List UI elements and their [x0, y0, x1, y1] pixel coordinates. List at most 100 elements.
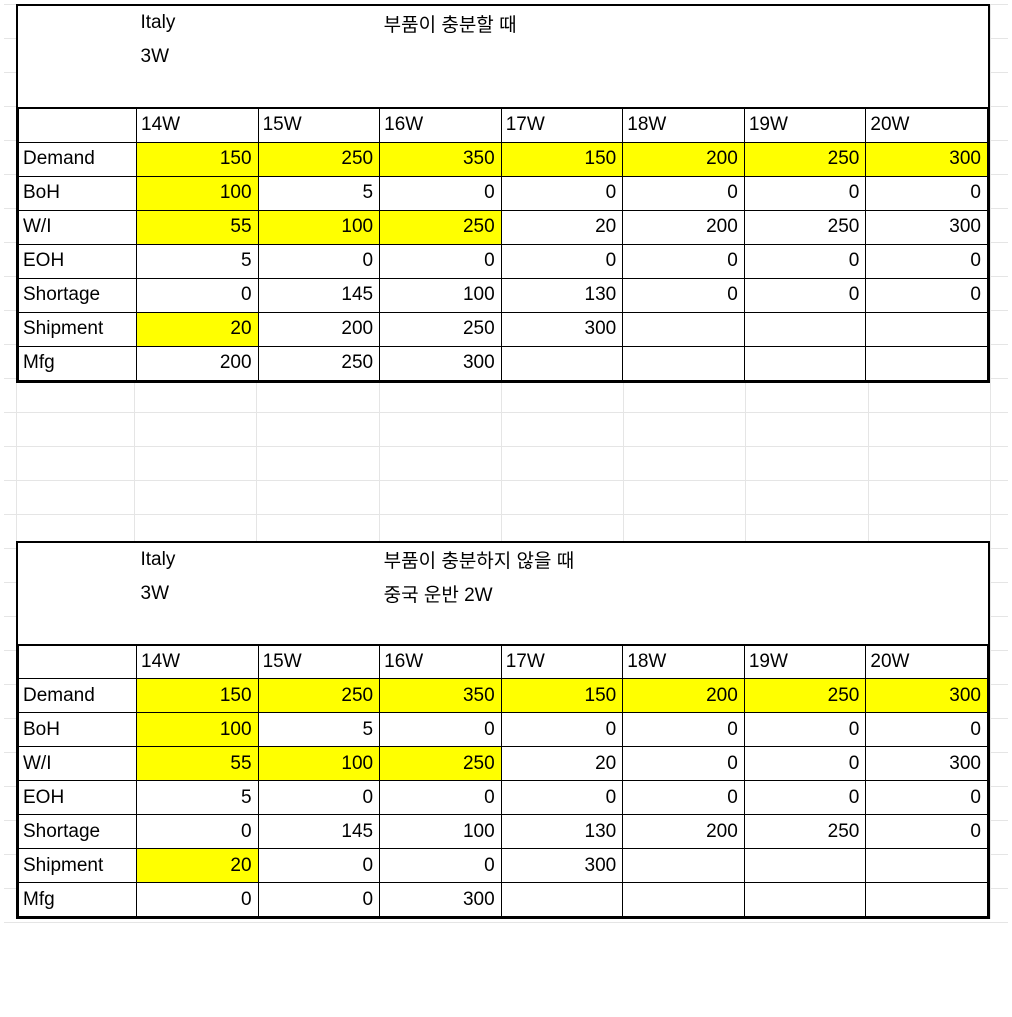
table-row: W/I551002502000300 [19, 747, 988, 781]
col-header-blank [19, 108, 137, 142]
header-title-2: 중국 운반 2W [380, 577, 988, 611]
row-label: EOH [19, 244, 137, 278]
header-blank [258, 40, 380, 74]
data-cell: 150 [137, 142, 259, 176]
data-cell [501, 883, 623, 917]
col-header-blank [19, 645, 137, 679]
data-cell: 250 [744, 210, 866, 244]
header-blank [744, 74, 866, 108]
col-header: 17W [501, 108, 623, 142]
row-label: Mfg [19, 883, 137, 917]
data-cell: 100 [258, 210, 380, 244]
header-blank [19, 74, 137, 108]
data-cell: 250 [258, 346, 380, 380]
data-cell: 300 [380, 883, 502, 917]
data-cell: 0 [744, 713, 866, 747]
col-header: 17W [501, 645, 623, 679]
header-blank [137, 74, 259, 108]
data-cell [623, 346, 745, 380]
data-cell: 0 [866, 713, 988, 747]
data-cell [744, 312, 866, 346]
data-cell: 300 [866, 747, 988, 781]
header-blank [623, 611, 745, 645]
data-cell: 0 [623, 244, 745, 278]
data-cell: 0 [501, 713, 623, 747]
data-cell: 0 [380, 244, 502, 278]
header-blank [380, 611, 502, 645]
header-blank [501, 74, 623, 108]
table-row: Mfg00300 [19, 883, 988, 917]
table-row: Demand150250350150200250300 [19, 142, 988, 176]
col-header: 16W [380, 645, 502, 679]
data-cell: 0 [744, 747, 866, 781]
col-header: 19W [744, 645, 866, 679]
data-cell: 5 [137, 781, 259, 815]
col-header: 18W [623, 108, 745, 142]
row-label: Shortage [19, 278, 137, 312]
table-row: EOH5000000 [19, 781, 988, 815]
data-cell: 0 [866, 781, 988, 815]
data-cell: 0 [258, 244, 380, 278]
header-blank [258, 74, 380, 108]
data-cell: 300 [866, 210, 988, 244]
row-label: W/I [19, 747, 137, 781]
table-row: Mfg200250300 [19, 346, 988, 380]
data-cell: 0 [380, 713, 502, 747]
table-row: Shortage0145100130000 [19, 278, 988, 312]
row-label: W/I [19, 210, 137, 244]
data-cell: 0 [137, 815, 259, 849]
header-blank [19, 6, 137, 40]
data-cell: 5 [258, 176, 380, 210]
header-blank [19, 543, 137, 577]
data-cell: 100 [380, 815, 502, 849]
data-cell [866, 346, 988, 380]
data-cell: 20 [501, 747, 623, 781]
row-label: EOH [19, 781, 137, 815]
table-insufficient-parts: Italy부품이 충분하지 않을 때3W중국 운반 2W14W15W16W17W… [16, 541, 990, 920]
data-cell: 250 [380, 312, 502, 346]
header-title-1: 부품이 충분하지 않을 때 [380, 543, 988, 577]
data-cell: 55 [137, 210, 259, 244]
header-blank [380, 74, 502, 108]
data-cell [623, 849, 745, 883]
data-cell: 0 [744, 278, 866, 312]
data-cell: 200 [623, 210, 745, 244]
header-blank [258, 577, 380, 611]
spreadsheet-sheet: Italy부품이 충분할 때3W14W15W16W17W18W19W20WDem… [4, 4, 1008, 919]
data-cell: 100 [258, 747, 380, 781]
row-label: Mfg [19, 346, 137, 380]
data-cell: 0 [501, 781, 623, 815]
row-label: BoH [19, 176, 137, 210]
data-cell: 0 [744, 781, 866, 815]
data-cell: 0 [866, 815, 988, 849]
col-header: 18W [623, 645, 745, 679]
data-cell: 0 [380, 781, 502, 815]
data-cell: 100 [137, 713, 259, 747]
data-table: Italy부품이 충분하지 않을 때3W중국 운반 2W14W15W16W17W… [18, 543, 988, 918]
table-row: Shipment2000300 [19, 849, 988, 883]
data-cell: 0 [623, 176, 745, 210]
header-blank [137, 611, 259, 645]
data-cell [866, 883, 988, 917]
data-cell: 0 [137, 278, 259, 312]
table-row: BoH100500000 [19, 176, 988, 210]
data-cell: 0 [623, 781, 745, 815]
data-cell: 0 [258, 883, 380, 917]
header-blank [258, 6, 380, 40]
data-cell: 0 [623, 713, 745, 747]
data-cell: 250 [744, 142, 866, 176]
data-cell [744, 346, 866, 380]
data-cell: 145 [258, 278, 380, 312]
col-header: 14W [137, 108, 259, 142]
data-cell: 0 [744, 244, 866, 278]
header-leadtime: 3W [137, 577, 259, 611]
header-blank [258, 543, 380, 577]
data-cell [744, 849, 866, 883]
data-cell: 300 [866, 679, 988, 713]
data-cell: 0 [380, 176, 502, 210]
data-cell: 200 [623, 815, 745, 849]
table-spacer [4, 383, 1008, 541]
row-label: Shortage [19, 815, 137, 849]
header-leadtime: 3W [137, 40, 259, 74]
header-blank [19, 577, 137, 611]
